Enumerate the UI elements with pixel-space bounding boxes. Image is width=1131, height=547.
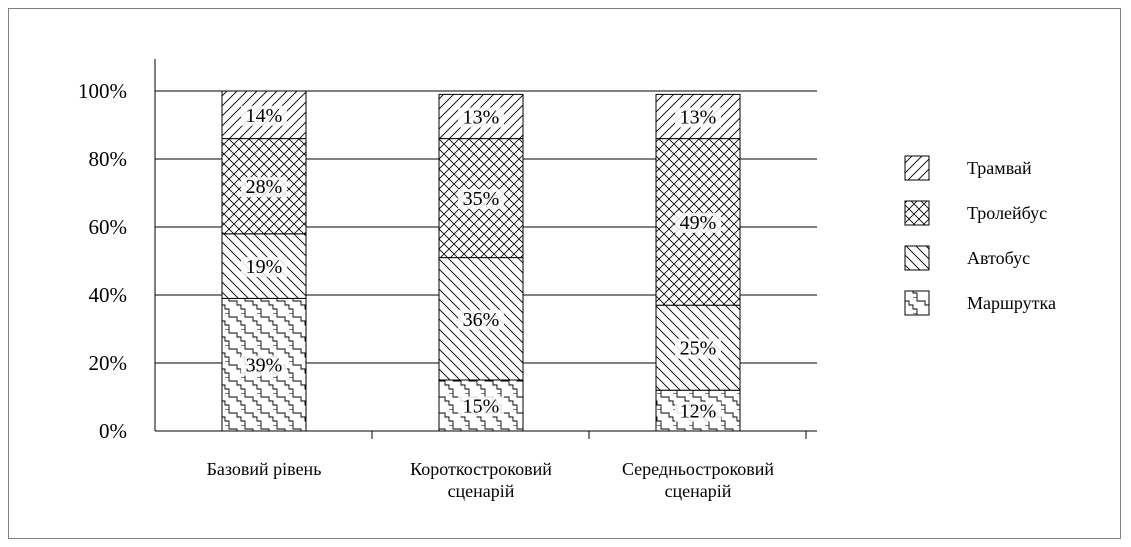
category-label: сценарій — [665, 481, 732, 501]
legend-label: Тролейбус — [967, 203, 1047, 223]
data-label: 25% — [680, 338, 717, 360]
y-tick-label: 100% — [78, 79, 127, 103]
data-label: 49% — [680, 212, 717, 234]
legend-swatch — [904, 155, 930, 181]
data-label-bg — [458, 189, 504, 210]
data-label: 39% — [246, 355, 283, 377]
legend-label: Трамвай — [967, 158, 1032, 178]
data-label-bg — [241, 177, 287, 198]
legend-swatch — [904, 290, 930, 316]
data-label: 12% — [680, 401, 717, 423]
data-label: 19% — [246, 256, 283, 278]
data-label-bg — [241, 257, 287, 278]
legend: Трамвай Тролейбус Автобус Маршрутка — [904, 155, 1056, 316]
data-label-bg — [458, 309, 504, 330]
y-tick-label: 80% — [89, 147, 128, 171]
data-label: 15% — [463, 396, 500, 418]
data-label-bg — [241, 105, 287, 126]
data-label: 14% — [246, 105, 283, 127]
y-tick-label: 40% — [89, 283, 128, 307]
data-label-bg — [241, 355, 287, 376]
data-label-bg — [458, 107, 504, 128]
legend-label: Автобус — [967, 248, 1030, 268]
data-label: 13% — [680, 107, 717, 129]
data-label: 13% — [463, 107, 500, 129]
bars — [221, 90, 741, 432]
y-tick-label: 60% — [89, 215, 128, 239]
data-label-bg — [675, 212, 721, 233]
y-tick-label: 0% — [99, 419, 127, 443]
data-label: 28% — [246, 176, 283, 198]
legend-swatch — [904, 200, 930, 226]
category-label: Середньостроковий — [622, 459, 774, 479]
data-label-bg — [458, 396, 504, 417]
axes: 0% 20% 40% 60% 80% 100% Базовий рівень Короткос… — [78, 59, 817, 501]
data-label-bg — [675, 338, 721, 359]
data-label-bg — [675, 107, 721, 128]
y-tick-label: 20% — [89, 351, 128, 375]
data-label-bg — [675, 401, 721, 422]
legend-swatch — [904, 245, 930, 271]
chart-frame: 0% 20% 40% 60% 80% 100% Базовий рівень Короткос… — [8, 8, 1121, 539]
data-label: 36% — [463, 309, 500, 331]
data-labels: 39% 19% 28% 14% 15% 36% 35% 13% 12% 25% 49% 13% — [241, 105, 721, 423]
legend-label: Маршрутка — [967, 293, 1056, 313]
stacked-bar-chart: 0% 20% 40% 60% 80% 100% Базовий рівень Короткос… — [78, 59, 1056, 501]
category-label: Базовий рівень — [207, 459, 322, 479]
category-label: сценарій — [448, 481, 515, 501]
category-label: Короткостроковий — [410, 459, 552, 479]
data-label: 35% — [463, 188, 500, 210]
